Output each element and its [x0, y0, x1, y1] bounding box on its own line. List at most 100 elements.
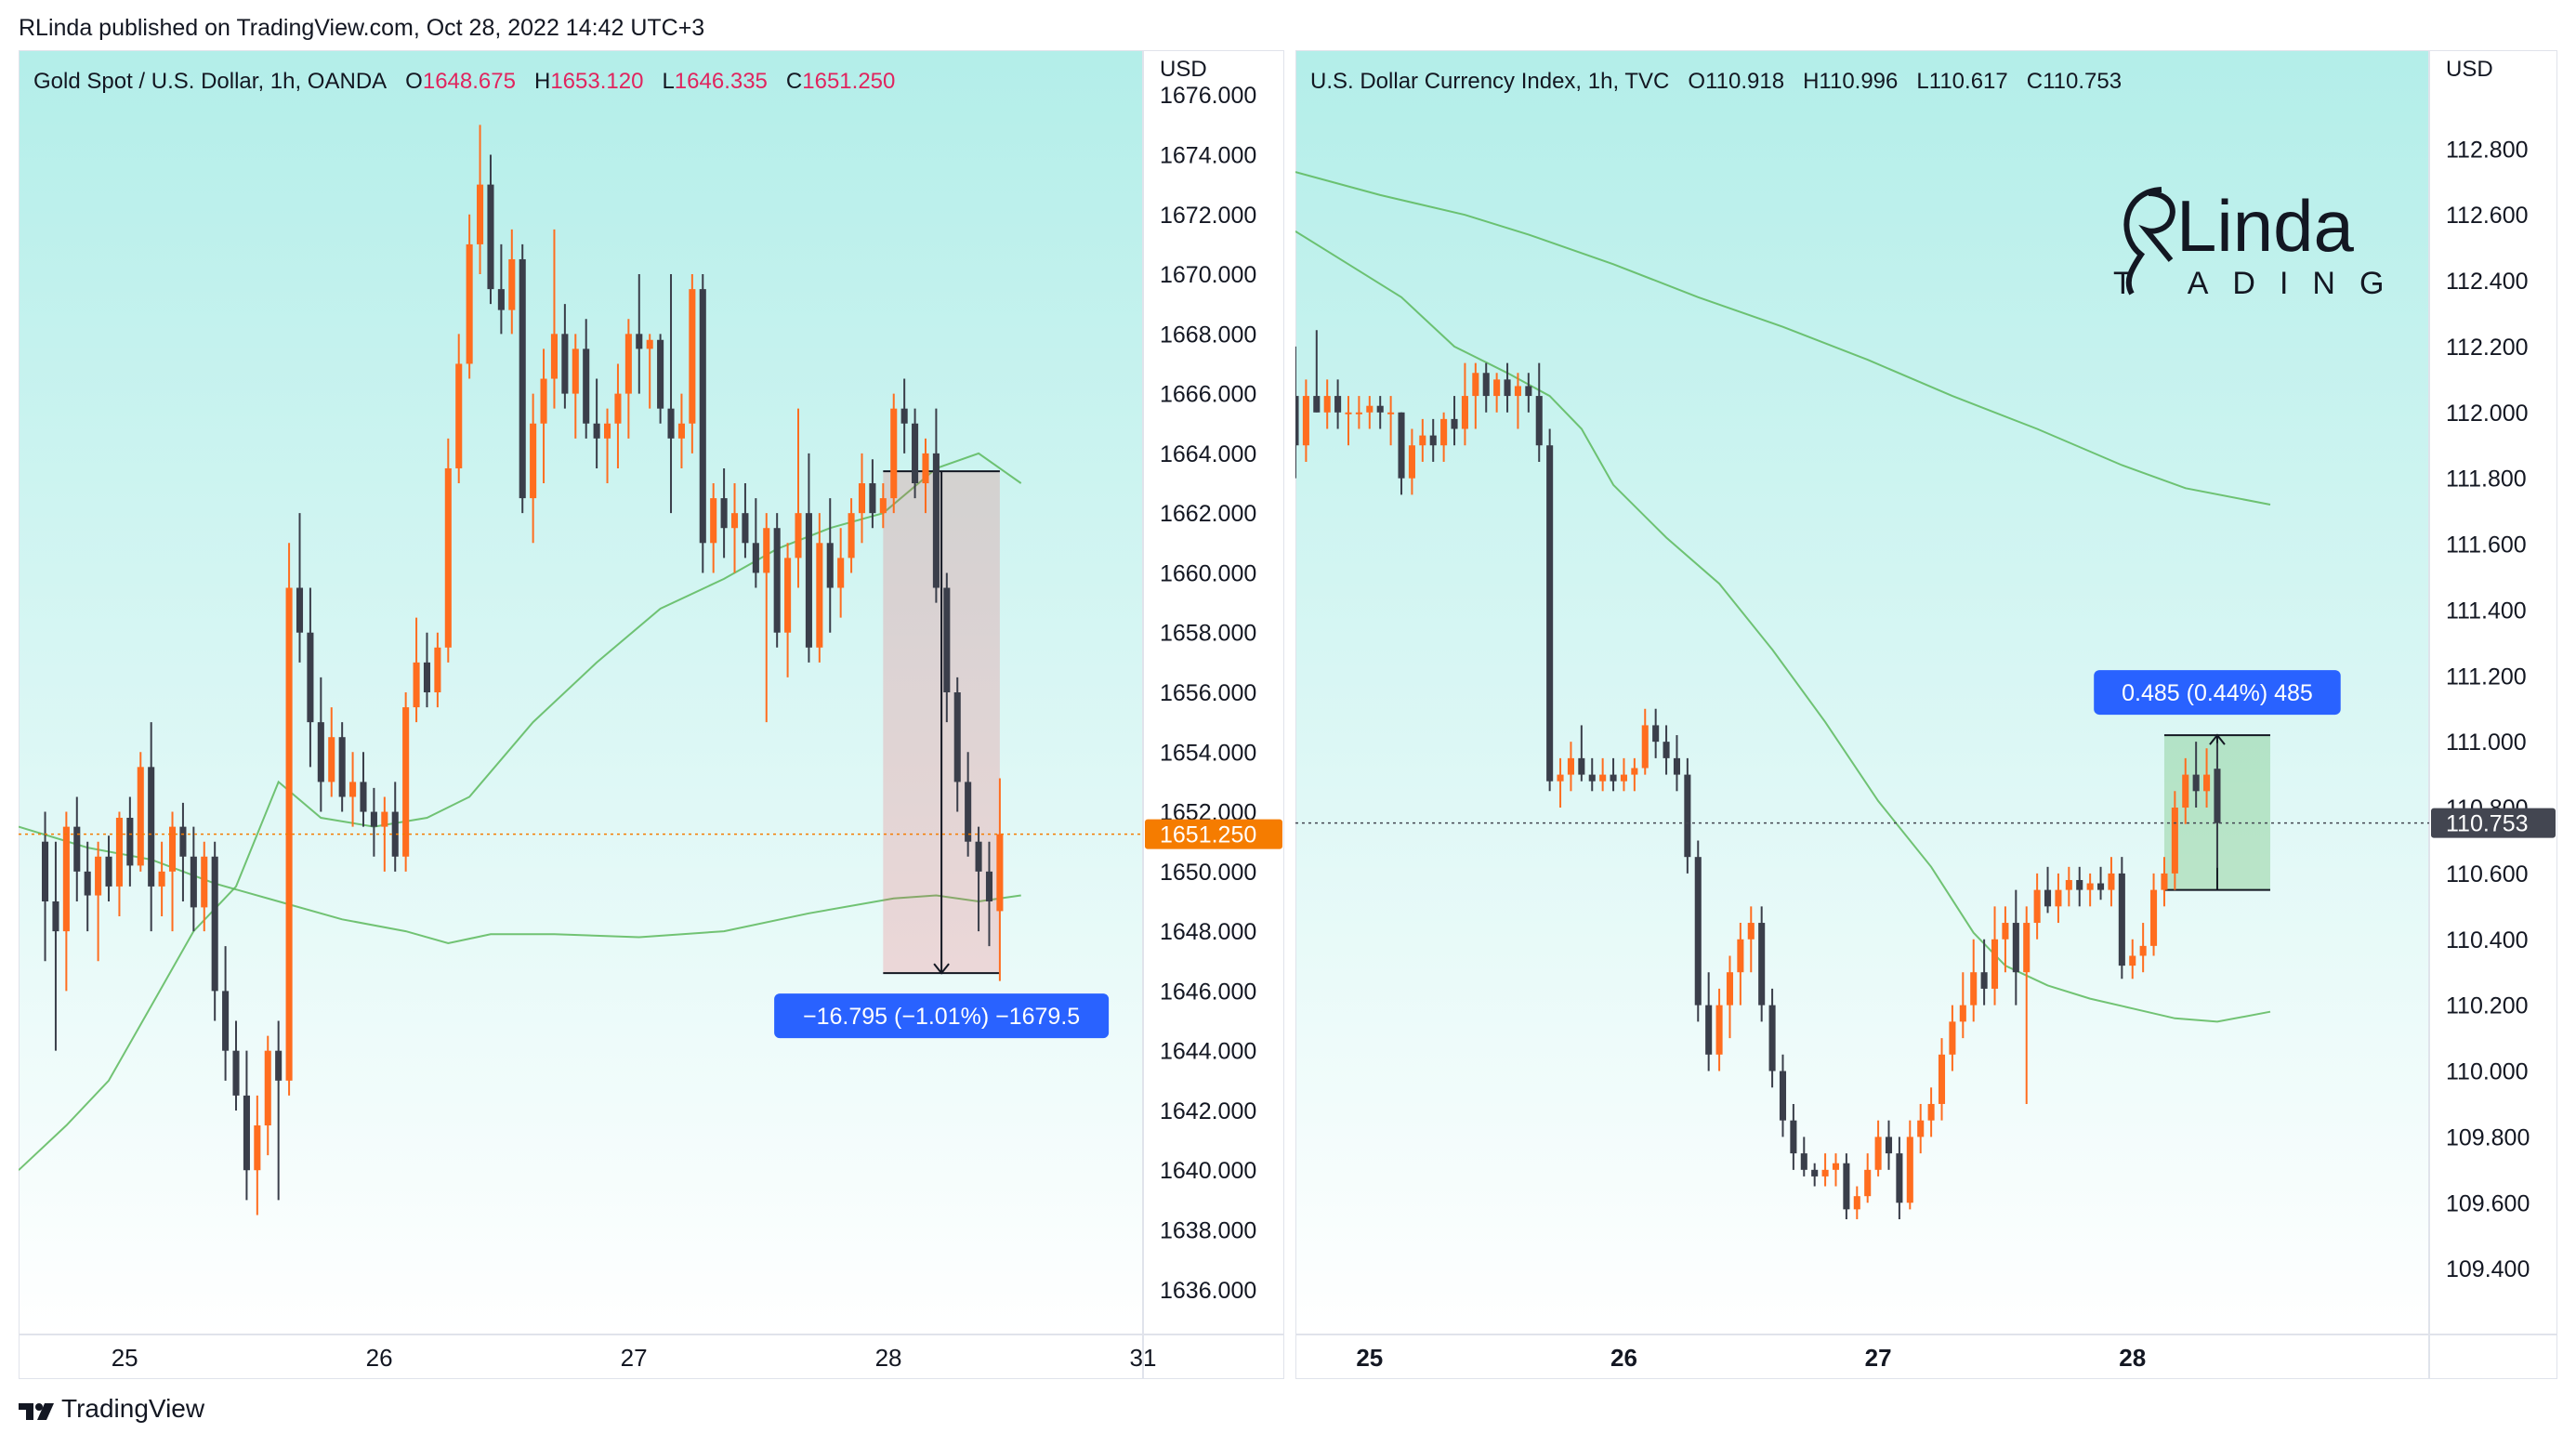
dxy-candle-body [1472, 373, 1479, 397]
gold-chart-panel[interactable]: USD 1676.000 1674.000 1672.000 1670.000 1668.… [19, 50, 1284, 1379]
dxy-legend: U.S. Dollar Currency Index, 1h, TVC O110… [1310, 69, 2122, 95]
gold-candle-body [975, 841, 982, 872]
gold-y-tick-label: 1644.000 [1160, 1039, 1256, 1065]
dxy-candle-body [1504, 379, 1511, 397]
dxy-candle-body [1588, 774, 1596, 782]
dxy-candle-body [1779, 1071, 1787, 1121]
dxy-y-tick-label: 110.200 [2446, 993, 2529, 1019]
dxy-candle-body [1546, 445, 1554, 782]
gold-candle-body [168, 826, 177, 872]
gold-candle-body [402, 707, 410, 857]
gold-candle-body [953, 692, 961, 782]
dxy-y-tick-label: 111.400 [2446, 598, 2527, 624]
dxy-high-value: 110.996 [1819, 69, 1899, 94]
gold-candle-body [900, 408, 908, 424]
dxy-candle-body [1800, 1153, 1807, 1170]
gold-y-tick-label: 1656.000 [1160, 680, 1256, 706]
gold-candle-body [752, 543, 759, 573]
gold-candle-body [444, 467, 452, 648]
gold-candle-body [137, 767, 144, 866]
dxy-candle-body [2065, 879, 2072, 890]
dxy-candle-body [1429, 435, 1437, 446]
gold-candle-body [646, 339, 653, 349]
gold-candle-body [423, 662, 431, 692]
gold-candle-body [624, 334, 632, 394]
gold-candle-body [264, 1050, 271, 1126]
dxy-candle-body [1578, 757, 1585, 775]
dxy-candle-body [1408, 445, 1415, 479]
gold-candle-body [413, 662, 420, 708]
dxy-high-label: H [1803, 69, 1820, 94]
gold-candle-body [689, 289, 696, 424]
gold-currency-label: USD [1160, 57, 1207, 82]
gold-candle-body [636, 334, 643, 349]
dxy-ma-slow-line [1295, 171, 2271, 506]
gold-candle-body [858, 483, 866, 514]
gold-candle-body [285, 587, 293, 1081]
gold-y-tick-label: 1640.000 [1160, 1158, 1256, 1184]
tradingview-logo-icon [19, 1399, 54, 1420]
gold-candle-body [360, 782, 367, 812]
gold-candle-body [391, 811, 399, 857]
dxy-candle-body [1302, 396, 1309, 446]
gold-candle-body [105, 856, 112, 887]
dxy-y-tick-label: 112.400 [2446, 269, 2529, 295]
dxy-low-label: L [1916, 69, 1929, 94]
dxy-candle-body [1811, 1169, 1819, 1177]
dxy-candle-body [1705, 1005, 1713, 1055]
gold-candle-body [550, 334, 559, 379]
dxy-chart-svg[interactable]: USD 112.800 112.600 112.400 112.200 112.000 11… [1295, 50, 2557, 1379]
gold-candle-body [720, 498, 728, 529]
dxy-y-tick-label: 110.600 [2446, 861, 2529, 887]
gold-low-label: L [662, 69, 675, 94]
dxy-candle-body [1991, 939, 1999, 989]
gold-candle-body [243, 1095, 250, 1171]
gold-candle-body [201, 856, 208, 908]
dxy-candle-body [1980, 972, 1988, 989]
dxy-y-tick-label: 112.800 [2446, 137, 2529, 163]
gold-y-tick-label: 1676.000 [1160, 83, 1256, 109]
gold-candle-body [307, 632, 314, 723]
dxy-candle-body [2161, 873, 2168, 890]
gold-open-value: 1648.675 [422, 69, 516, 94]
gold-candle-body [848, 513, 855, 559]
dxy-candle-body [2171, 808, 2178, 874]
gold-candle-body [434, 647, 441, 692]
gold-candle-body [805, 513, 812, 648]
gold-x-tick-label: 31 [1130, 1344, 1157, 1372]
gold-candle-body [254, 1125, 261, 1171]
gold-candle-body [943, 587, 951, 692]
gold-measure-arrowhead [933, 963, 950, 975]
gold-candle-body [603, 423, 611, 439]
dxy-chart-panel[interactable]: USD 112.800 112.600 112.400 112.200 112.000 11… [1295, 50, 2557, 1379]
dxy-candle-body [1758, 923, 1766, 1006]
dxy-candle-body [1366, 405, 1373, 413]
dxy-candle-body [2086, 883, 2094, 890]
dxy-close-label: C [2026, 69, 2044, 94]
dxy-candle-body [1323, 396, 1331, 413]
gold-candle-body [466, 243, 473, 364]
gold-candle-body [179, 826, 187, 857]
gold-candle-body [593, 423, 600, 439]
dxy-candle-body [2033, 889, 2041, 924]
gold-candle-body [508, 258, 516, 310]
dxy-candle-body [1557, 774, 1564, 782]
dxy-candle-body [2023, 923, 2031, 973]
dxy-y-tick-label: 112.600 [2446, 203, 2529, 229]
dxy-candle-body [2203, 774, 2211, 792]
gold-candle-body [84, 871, 91, 896]
dxy-candle-body [2055, 889, 2062, 907]
dxy-candle-body [2139, 945, 2147, 956]
dxy-y-tick-label: 112.000 [2446, 401, 2529, 427]
dxy-candle-body [1917, 1120, 1925, 1137]
gold-legend: Gold Spot / U.S. Dollar, 1h, OANDA O1648… [33, 69, 895, 95]
gold-candle-body [667, 408, 675, 439]
gold-candle-body [497, 289, 505, 310]
gold-candle-body [657, 339, 664, 409]
gold-candle-body [222, 991, 230, 1051]
dxy-current-price-tag [2431, 808, 2556, 838]
gold-candle-body [677, 423, 685, 439]
dxy-candle-body [1747, 923, 1755, 940]
gold-current-price-label: 1651.250 [1160, 822, 1256, 848]
